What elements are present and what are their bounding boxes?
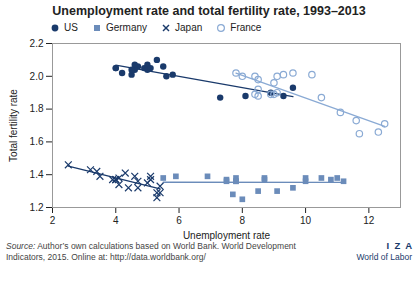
svg-text:2.2: 2.2	[30, 38, 44, 49]
html-text:Japan: Japan	[175, 22, 203, 33]
html-text:Unemployment rate and total fe: Unemployment rate and total fertility ra…	[52, 4, 366, 18]
svg-text:2.0: 2.0	[30, 71, 44, 82]
svg-text:1.6: 1.6	[30, 136, 44, 147]
html-text:Source: Author’s own calculati: Source: Author’s own calculations based …	[6, 241, 296, 262]
svg-text:4: 4	[113, 215, 119, 226]
html-text:I Z A: I Z A	[386, 240, 412, 251]
html-text:World of Labor: World of Labor	[356, 251, 412, 262]
svg-text:8: 8	[240, 215, 246, 226]
svg-text:Unemployment rate: Unemployment rate	[183, 230, 271, 241]
html-text:France: France	[230, 22, 262, 33]
svg-text:1.8: 1.8	[30, 103, 44, 114]
html-text:US: US	[64, 22, 78, 33]
html-text:Germany: Germany	[105, 22, 147, 33]
svg-text:12: 12	[363, 215, 375, 226]
svg-text:10: 10	[300, 215, 312, 226]
svg-text:1.2: 1.2	[30, 202, 44, 213]
svg-text:1.4: 1.4	[30, 169, 44, 180]
svg-text:2: 2	[50, 215, 56, 226]
svg-text:6: 6	[176, 215, 182, 226]
svg-text:Total fertility rate: Total fertility rate	[8, 89, 19, 162]
